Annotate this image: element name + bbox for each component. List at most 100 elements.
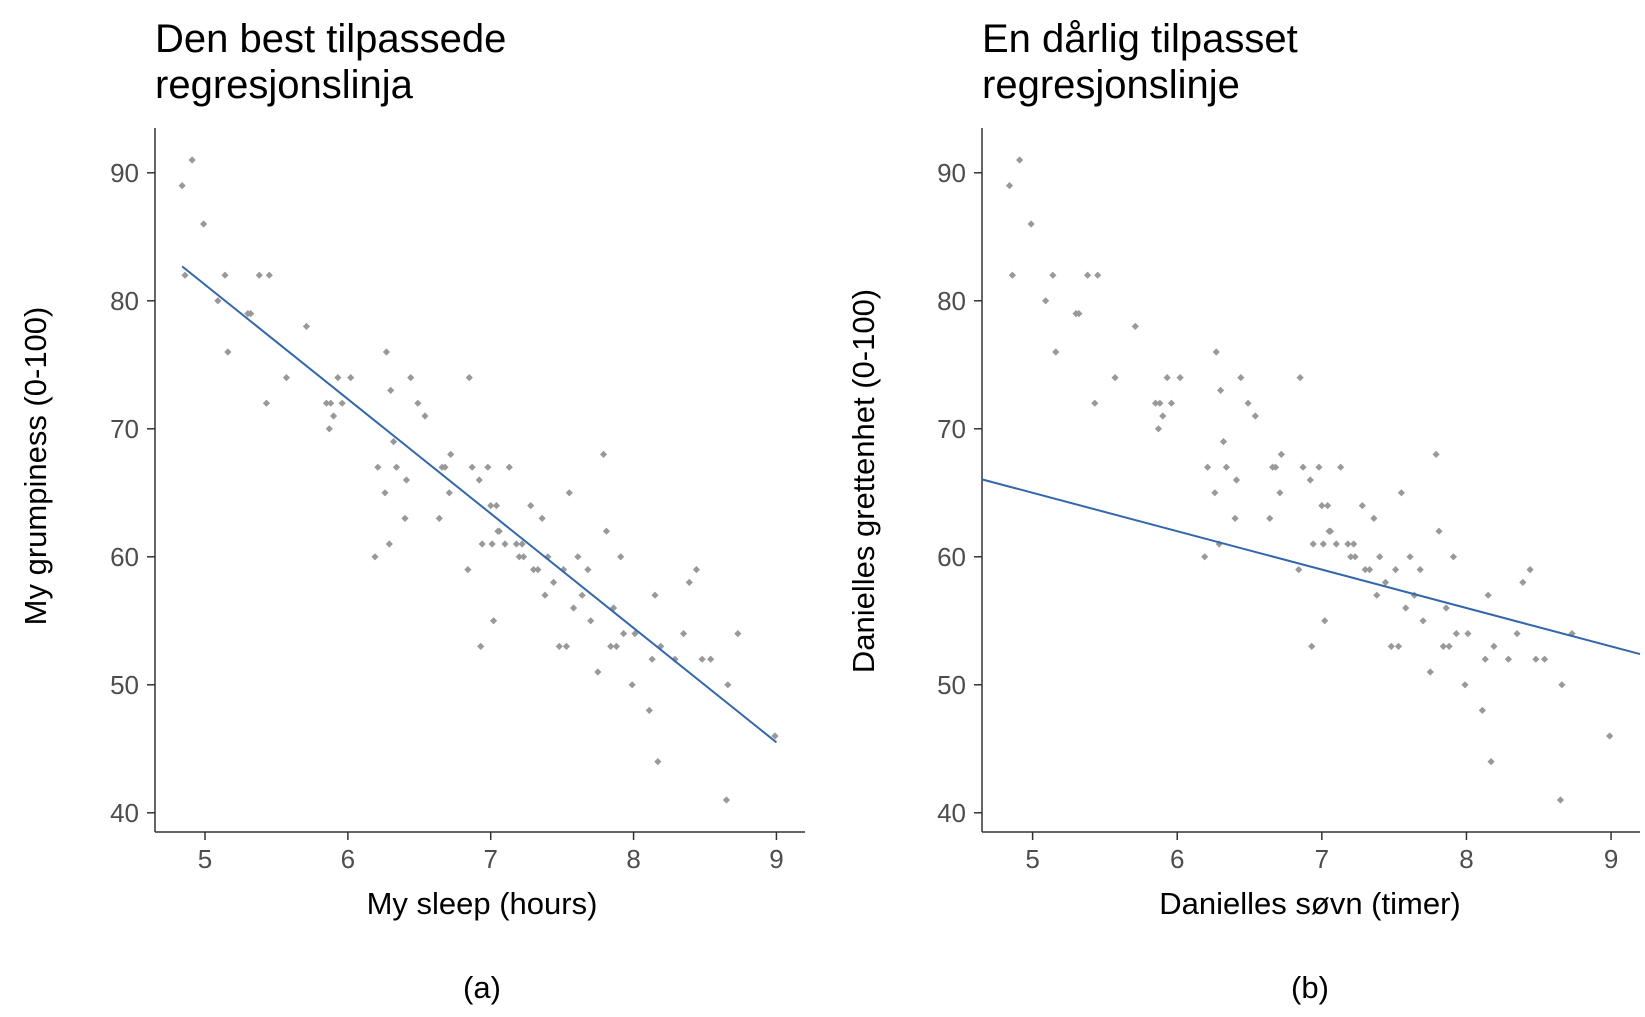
panel-b-data-point [1464, 630, 1472, 638]
panel-b-data-point [1299, 463, 1307, 471]
panel-b-data-point [1402, 604, 1410, 612]
panel-a-data-point [401, 514, 409, 522]
panel-a-data-point [441, 463, 449, 471]
panel-b-x-tick-label: 9 [1604, 844, 1618, 874]
panel-b-data-point [1204, 463, 1212, 471]
panel-a-x-tick-label: 7 [483, 844, 497, 874]
panel-a-data-point [559, 566, 568, 574]
panel-a-data-point [178, 182, 186, 190]
panel-a-y-axis-label: My grumpiness (0-100) [18, 307, 53, 626]
panel-a-data-point [262, 399, 271, 407]
panel-a-data-point [492, 502, 501, 510]
panel-a-data-point [347, 374, 355, 382]
panel-a-data-point [594, 668, 602, 676]
panel-b-x-tick-label: 8 [1459, 844, 1473, 874]
panel-b-data-point [1556, 796, 1565, 804]
panel-b-data-point [1151, 399, 1160, 407]
panel-b-data-point [1449, 553, 1458, 561]
panel-b-y-tick-label: 40 [937, 798, 966, 828]
panel-b-data-point [1315, 463, 1323, 471]
panel-b-data-point [1435, 527, 1443, 535]
panel-a-data-point [515, 553, 523, 561]
panel-b-data-point [1251, 412, 1259, 420]
panel-b-title-line-1: En dårlig tilpasset [982, 17, 1298, 61]
panel-a-data-point [734, 630, 742, 638]
panel-a-data-point [584, 566, 592, 574]
panel-a-data-point [374, 463, 382, 471]
panel-b-data-point [1416, 566, 1424, 574]
panel-a-y-tick-label: 70 [110, 414, 139, 444]
panel-b-data-point [1558, 681, 1566, 689]
panel-b-y-tick-label: 70 [937, 414, 966, 444]
panel-a-data-point [477, 642, 485, 650]
panel-a-data-point [519, 553, 528, 561]
panel-a-data-point [387, 386, 395, 394]
panel-b-data-point [1277, 450, 1285, 458]
panel-a-data-point [381, 489, 389, 497]
panel-a-data-point [464, 566, 472, 574]
panel-b-data-point [1432, 450, 1440, 458]
panel-a-data-point [544, 553, 552, 561]
panel-b-data-point [1094, 271, 1102, 279]
panel-b-y-tick-label: 50 [937, 670, 966, 700]
panel-a-data-point [265, 271, 273, 279]
panel-a-x-tick-label: 5 [198, 844, 212, 874]
panel-b-data-point [1042, 297, 1050, 305]
panel-b-data-point [1309, 540, 1317, 548]
panel-b-data-point [1244, 399, 1252, 407]
panel-b-data-point [1295, 566, 1303, 574]
panel-b-data-point [1361, 566, 1369, 574]
panel-b-regression-line [981, 478, 1641, 656]
panel-b-data-point [1365, 566, 1374, 574]
panel-a-data-point [282, 374, 291, 382]
panel-b-data-point [1219, 438, 1228, 446]
panel-a-data-point [402, 476, 411, 484]
panel-b-y-tick-label: 60 [937, 542, 966, 572]
panel-a-data-point [495, 527, 503, 535]
panel-a-data-point [414, 399, 422, 407]
panel-a-data-point [722, 796, 731, 804]
panel-a-data-point [385, 540, 393, 548]
panel-a-data-point [657, 642, 665, 650]
panel-b-data-point [1337, 463, 1345, 471]
panel-b-data-point [1504, 655, 1512, 663]
panel-b-data-point [1163, 374, 1171, 382]
panel-b-data-point [1222, 463, 1230, 471]
panel-a: Den best tilpassede regresjonslinja 5 6 7 8… [18, 17, 805, 1005]
panel-b-data-point [1211, 489, 1219, 497]
panel-b-data-point [1324, 502, 1332, 510]
panel-b-data-point [1332, 540, 1340, 548]
panel-a-data-point [255, 271, 263, 279]
panel-b-title-line-2: regresjonslinje [982, 63, 1240, 107]
panel-a-data-point [322, 399, 331, 407]
panel-b-data-point [1606, 732, 1614, 740]
panel-a-data-point [329, 412, 338, 420]
panel-b-data-point [1373, 591, 1381, 599]
panel-b-data-point [1350, 540, 1358, 548]
panel-a-data-point [685, 578, 693, 586]
panel-a-data-point [421, 412, 429, 420]
panel-b-data-point [1452, 630, 1460, 638]
panel-a-data-point [578, 591, 586, 599]
panel-b-data-point [1176, 374, 1184, 382]
panel-b-data-point [1052, 348, 1060, 356]
panel-a-data-point [619, 630, 628, 638]
panel-b-y-axis-label: Danielles grettenhet (0-100) [846, 289, 881, 673]
panel-a-y-tick-label: 40 [110, 798, 139, 828]
panel-a-data-point [199, 220, 208, 228]
panel-a-data-point [617, 553, 625, 561]
panel-b-data-point [1344, 540, 1352, 548]
panel-b-data-point [1156, 399, 1164, 407]
panel-a-data-point [529, 566, 538, 574]
panel-b-data-point [1358, 502, 1366, 510]
panel-a-data-point [478, 540, 486, 548]
panel-a-data-point [607, 642, 615, 650]
panel-a-data-point [488, 540, 496, 548]
panel-b-x-tick-label: 5 [1025, 844, 1039, 874]
panel-b-data-point [1321, 617, 1329, 625]
panel-a-data-point [692, 566, 701, 574]
panel-a-data-point [214, 297, 222, 305]
panel-a-data-point [392, 463, 401, 471]
panel-b-data-point [1271, 463, 1280, 471]
panel-b-data-point [1406, 553, 1414, 561]
